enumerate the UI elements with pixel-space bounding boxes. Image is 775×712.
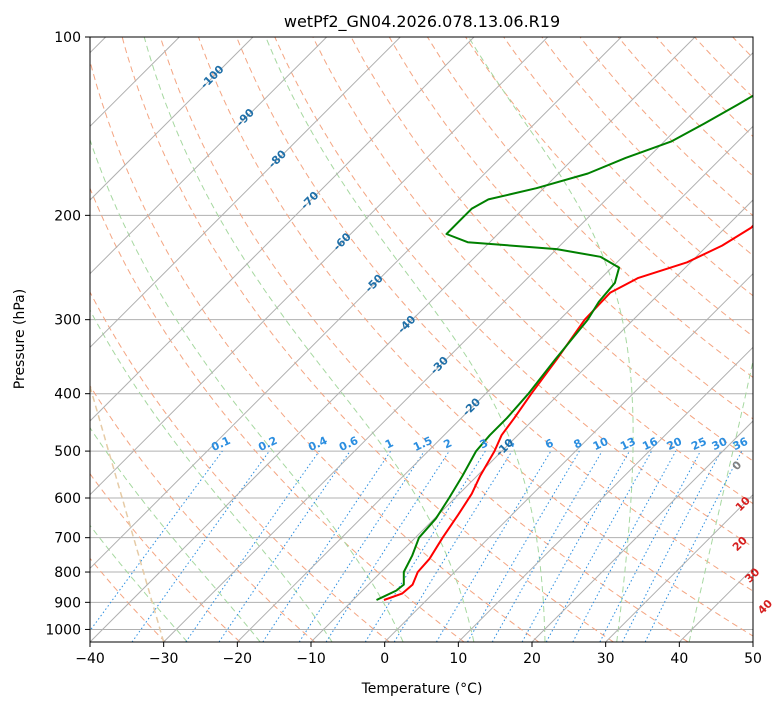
x-tick-label: 10 bbox=[449, 651, 467, 667]
x-tick-label: −10 bbox=[296, 651, 326, 667]
x-tick-label: 50 bbox=[744, 651, 762, 667]
y-tick-label: 900 bbox=[54, 595, 81, 611]
chart-title: wetPf2_GN04.2026.078.13.06.R19 bbox=[284, 12, 560, 32]
y-tick-label: 600 bbox=[54, 491, 81, 507]
x-tick-label: 0 bbox=[380, 651, 389, 667]
y-axis-label: Pressure (hPa) bbox=[12, 289, 28, 389]
y-tick-label: 100 bbox=[54, 30, 81, 46]
y-tick-label: 1000 bbox=[45, 622, 81, 638]
y-tick-label: 500 bbox=[54, 444, 81, 460]
x-tick-label: −20 bbox=[223, 651, 253, 667]
x-tick-label: 40 bbox=[670, 651, 688, 667]
y-tick-label: 700 bbox=[54, 531, 81, 547]
y-tick-label: 400 bbox=[54, 387, 81, 403]
y-tick-label: 200 bbox=[54, 208, 81, 224]
y-tick-label: 300 bbox=[54, 313, 81, 329]
x-tick-label: 20 bbox=[523, 651, 541, 667]
y-tick-label: 800 bbox=[54, 565, 81, 581]
x-tick-label: −40 bbox=[75, 651, 105, 667]
x-axis-label: Temperature (°C) bbox=[361, 681, 483, 697]
x-tick-label: −30 bbox=[149, 651, 179, 667]
x-tick-label: 30 bbox=[597, 651, 615, 667]
